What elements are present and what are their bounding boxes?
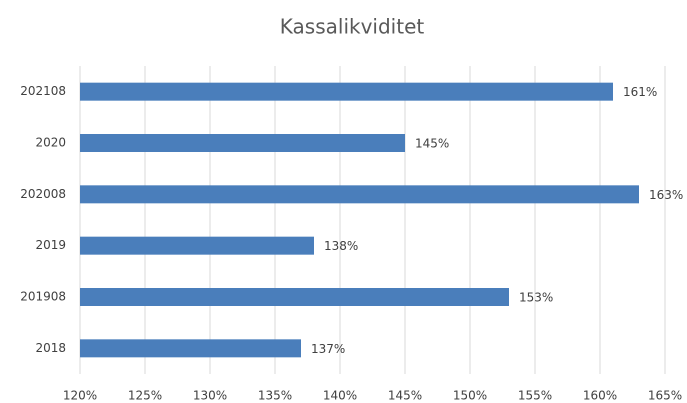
data-label: 153% [519, 291, 553, 305]
x-tick-label: 130% [193, 389, 227, 403]
y-tick-label: 2019 [35, 238, 66, 252]
y-tick-label: 201908 [20, 290, 66, 304]
x-tick-label: 160% [583, 389, 617, 403]
data-label: 145% [415, 137, 449, 151]
x-tick-label: 150% [453, 389, 487, 403]
x-tick-label: 135% [258, 389, 292, 403]
bar [80, 134, 405, 152]
bar [80, 288, 509, 306]
x-tick-label: 120% [63, 389, 97, 403]
bar [80, 339, 301, 358]
y-tick-label: 2018 [35, 341, 66, 355]
y-tick-label: 202008 [20, 187, 66, 201]
data-label: 138% [324, 239, 358, 253]
data-label: 137% [311, 342, 345, 356]
y-tick-label: 202108 [20, 84, 66, 98]
x-tick-label: 140% [323, 389, 357, 403]
bar [80, 82, 613, 101]
x-tick-label: 125% [128, 389, 162, 403]
bar [80, 185, 639, 204]
bar [80, 236, 314, 255]
y-tick-label: 2020 [35, 136, 66, 150]
data-label: 161% [623, 85, 657, 99]
data-label: 163% [649, 188, 683, 202]
x-tick-label: 155% [518, 389, 552, 403]
x-tick-label: 165% [648, 389, 682, 403]
x-tick-label: 145% [388, 389, 422, 403]
chart-title: Kassalikviditet [280, 15, 425, 39]
